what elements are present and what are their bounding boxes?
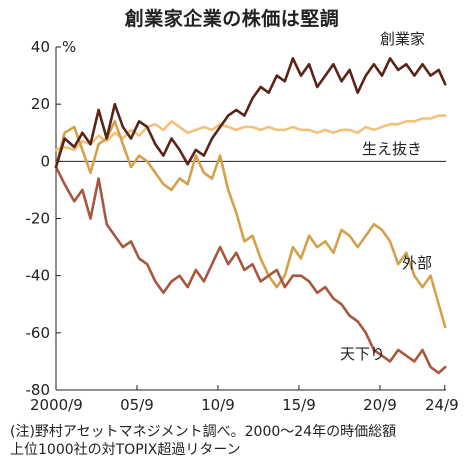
series-label-生え抜き: 生え抜き	[362, 140, 422, 158]
x-tick-label: 20/9	[363, 396, 397, 414]
footnote-line-2: 上位1000社の対TOPIX超過リターン	[10, 442, 241, 458]
x-tick-label: 2000/9	[30, 396, 83, 414]
x-tick-label: 05/9	[120, 396, 154, 414]
series-label-外部: 外部	[402, 254, 432, 272]
footnote-line-1: (注)野村アセットマネジメント調べ。2000～24年の時価総額	[10, 424, 397, 440]
y-tick-label: 0	[40, 152, 50, 170]
x-tick-label: 24/9	[425, 396, 459, 414]
series-label-天下り: 天下り	[340, 345, 385, 363]
x-tick-label: 15/9	[282, 396, 316, 414]
footnote: (注)野村アセットマネジメント調べ。2000～24年の時価総額 上位1000社の…	[10, 423, 460, 459]
y-tick-label: -40	[26, 267, 51, 285]
y-tick-label: -60	[26, 324, 51, 342]
series-label-創業家: 創業家	[380, 30, 425, 48]
y-tick-label: 20	[31, 95, 50, 113]
y-tick-label: 40	[31, 38, 50, 56]
axes: 40 20 0 -20 -40 -60 -80% 2000/9 05/9 10/9 15/9 20/9…	[26, 38, 459, 414]
y-tick-label: -20	[26, 210, 51, 228]
series-line-創業家	[54, 57, 447, 169]
series-line-天下り	[54, 165, 447, 375]
y-axis-unit: %	[62, 38, 76, 56]
series-lines	[54, 57, 447, 375]
x-tick-label: 10/9	[201, 396, 235, 414]
series-line-生え抜き	[54, 114, 447, 152]
y-tick-label: -80	[26, 381, 51, 399]
series-line-外部	[54, 120, 447, 329]
chart-title: 創業家企業の株価は堅調	[124, 8, 340, 30]
